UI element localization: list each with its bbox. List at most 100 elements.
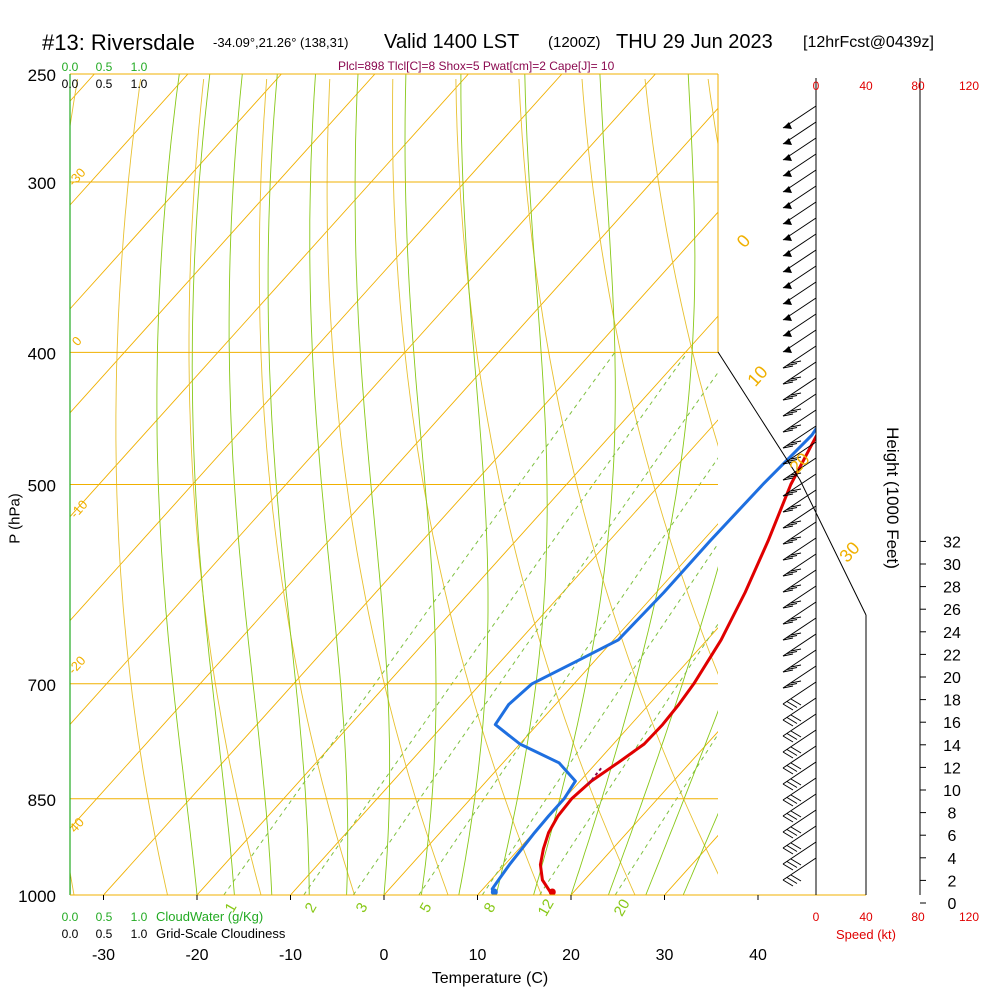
valid-time: Valid 1400 LST bbox=[384, 31, 520, 53]
stability-indices: Plcl=898 Tlcl[C]=8 Shox=5 Pwat[cm]=2 Cap… bbox=[338, 59, 615, 73]
wind-barb bbox=[782, 425, 817, 449]
wind-barb-feather bbox=[786, 411, 798, 414]
wind-barb-flag bbox=[783, 122, 792, 129]
wind-barb-feather bbox=[782, 719, 794, 727]
wind-barb bbox=[782, 569, 817, 593]
wind-barb-feather bbox=[782, 879, 794, 887]
wind-barb-feather bbox=[790, 504, 802, 508]
wind-barb-feather bbox=[782, 429, 794, 433]
cloudiness-top-tick: 0.5 bbox=[96, 77, 113, 91]
speed-top-tick: 80 bbox=[911, 79, 925, 93]
x-axis-title: Temperature (C) bbox=[431, 970, 549, 987]
isotherm-label: -30 bbox=[65, 165, 89, 189]
mixing-ratio-line bbox=[539, 623, 718, 895]
wind-barb-feather bbox=[786, 797, 798, 804]
wind-barb bbox=[782, 809, 817, 833]
wind-barb bbox=[782, 521, 817, 545]
wind-barb-feather bbox=[782, 621, 794, 625]
cloudwater-bottom-tick: 0.5 bbox=[96, 910, 113, 924]
pressure-label: 250 bbox=[28, 66, 56, 85]
parcel-trace bbox=[587, 765, 604, 786]
wind-barb-feather bbox=[790, 762, 802, 770]
cloudiness-label: Grid-Scale Cloudiness bbox=[156, 926, 286, 941]
isotherm-label: -20 bbox=[65, 653, 89, 677]
wind-barb bbox=[782, 729, 817, 753]
height-tick-label: 18 bbox=[943, 693, 961, 710]
wind-barb bbox=[782, 457, 817, 481]
wind-barb-flag bbox=[783, 186, 792, 193]
isotherm-label: 40 bbox=[66, 815, 87, 836]
wind-barb-feather bbox=[782, 589, 794, 593]
isotherm-line bbox=[477, 627, 718, 895]
forecast-label: [12hrFcst@0439z] bbox=[803, 34, 934, 51]
wind-barb-feather bbox=[786, 603, 798, 606]
speed-bottom-tick: 80 bbox=[911, 910, 925, 924]
cloudiness-top-tick: 1.0 bbox=[131, 77, 148, 91]
wind-barb-flag bbox=[783, 298, 792, 305]
mixing-ratio-label: 2 bbox=[302, 900, 321, 916]
wind-barb bbox=[782, 825, 817, 849]
wind-barb-feather bbox=[790, 440, 802, 444]
wind-barb-feather bbox=[786, 683, 798, 686]
wind-barb-feather bbox=[786, 539, 798, 542]
moist-adiabat-line bbox=[533, 74, 616, 895]
wind-barb-feather bbox=[790, 376, 802, 380]
wind-barb-feather bbox=[782, 799, 794, 807]
wind-barb-feather bbox=[782, 573, 794, 577]
wind-barb-feather bbox=[782, 445, 794, 449]
wind-barb-feather bbox=[782, 557, 794, 561]
height-tick-label: 12 bbox=[943, 760, 961, 777]
dry-adiabat-line bbox=[518, 78, 718, 875]
wind-barb-feather bbox=[782, 381, 794, 385]
header: #13: Riversdale -34.09°,21.26° (138,31) … bbox=[0, 30, 1000, 60]
wind-barb-feather bbox=[786, 765, 798, 772]
isotherm-label: 10 bbox=[743, 362, 771, 390]
pressure-label: 700 bbox=[28, 676, 56, 695]
pressure-label: 500 bbox=[28, 477, 56, 496]
wind-barb-feather bbox=[790, 826, 802, 834]
dry-adiabat-line bbox=[188, 78, 262, 895]
moist-adiabat-line bbox=[309, 74, 349, 895]
wind-barb-feather bbox=[790, 392, 802, 396]
x-tick-label: 0 bbox=[380, 947, 389, 964]
mixing-ratio-label: 12 bbox=[535, 896, 558, 919]
wind-barb-feather bbox=[790, 472, 802, 476]
cloudiness-bottom-tick: 1.0 bbox=[131, 927, 148, 941]
wind-barb-feather bbox=[786, 491, 798, 494]
wind-barb-feather bbox=[790, 536, 802, 540]
wind-barb-feather bbox=[782, 751, 794, 759]
wind-barb-feather bbox=[782, 541, 794, 545]
wind-barb-flag bbox=[783, 138, 792, 145]
wind-barb-feather bbox=[790, 730, 802, 738]
wind-barb-feather bbox=[790, 488, 802, 492]
wind-barb bbox=[782, 633, 817, 657]
station-coords: -34.09°,21.26° (138,31) bbox=[213, 35, 349, 50]
height-tick-label: 30 bbox=[943, 557, 961, 574]
wind-barb bbox=[782, 441, 817, 465]
wind-barb-flag bbox=[783, 202, 792, 209]
mixing-ratio-line bbox=[481, 542, 718, 895]
wind-barb-feather bbox=[790, 424, 802, 428]
height-tick-label: 4 bbox=[948, 851, 957, 868]
pressure-label: 850 bbox=[28, 791, 56, 810]
wind-barb bbox=[782, 681, 817, 705]
wind-barb-feather bbox=[790, 698, 802, 706]
speed-bottom-tick: 0 bbox=[813, 910, 820, 924]
height-tick-label: 14 bbox=[943, 738, 961, 755]
wind-barb bbox=[782, 777, 817, 801]
wind-barb-feather bbox=[786, 749, 798, 756]
cloudwater-top-tick: 0.5 bbox=[96, 60, 113, 74]
isotherm-line bbox=[852, 74, 1000, 895]
x-tick-label: 10 bbox=[469, 947, 487, 964]
wind-barb-feather bbox=[786, 877, 798, 884]
moist-adiabat-line bbox=[645, 710, 718, 895]
wind-barb-feather bbox=[786, 459, 798, 462]
wind-barb bbox=[782, 361, 817, 385]
height-tick-label: 6 bbox=[948, 828, 957, 845]
cloudwater-bottom-tick: 1.0 bbox=[131, 910, 148, 924]
wind-barb-feather bbox=[790, 616, 802, 620]
dry-adiabat-line bbox=[258, 78, 355, 895]
wind-barb-feather bbox=[782, 493, 794, 497]
wind-barb bbox=[782, 665, 817, 689]
x-tick-label: 20 bbox=[562, 947, 580, 964]
